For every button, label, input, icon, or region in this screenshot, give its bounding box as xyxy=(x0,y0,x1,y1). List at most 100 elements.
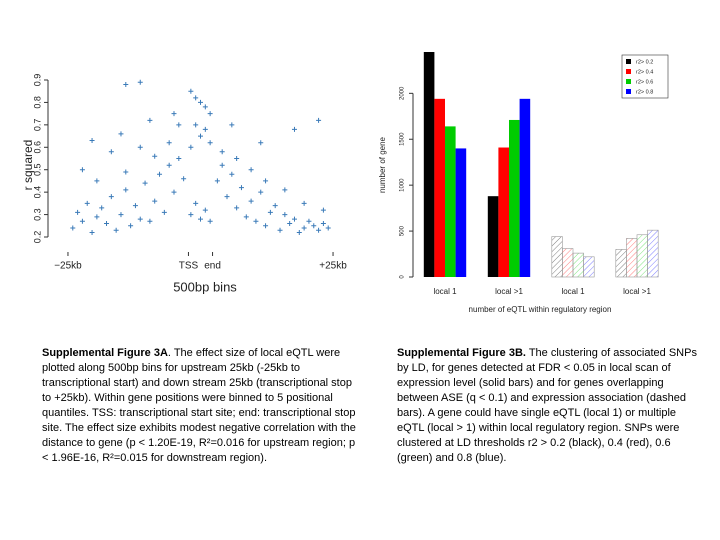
bar xyxy=(615,249,627,278)
x-axis-label: number of eQTL within regulatory region xyxy=(469,305,612,314)
y-tick-label: 0.3 xyxy=(32,208,42,221)
legend-label: r2> 0.2 xyxy=(636,59,653,65)
bar xyxy=(445,126,456,277)
point xyxy=(202,104,208,110)
point xyxy=(137,79,143,85)
y-tick-label: 1500 xyxy=(400,132,406,146)
bar xyxy=(562,248,574,278)
point xyxy=(306,218,312,224)
point xyxy=(188,144,194,150)
point xyxy=(320,221,326,227)
y-tick-label: 500 xyxy=(400,225,406,236)
y-tick-label: 2000 xyxy=(400,86,406,100)
point xyxy=(193,95,199,101)
point xyxy=(282,187,288,193)
point xyxy=(207,140,213,146)
bar xyxy=(647,229,659,278)
point xyxy=(171,111,177,117)
y-tick-label: 0.6 xyxy=(32,141,42,154)
point xyxy=(137,144,143,150)
y-tick-label: 0.8 xyxy=(32,96,42,109)
legend-swatch xyxy=(626,59,631,64)
point xyxy=(320,207,326,213)
bar xyxy=(626,238,638,278)
point xyxy=(198,99,203,105)
x-tick-label: +25kb xyxy=(319,261,347,272)
bar xyxy=(487,196,499,277)
point xyxy=(253,218,259,224)
point xyxy=(272,203,278,209)
point xyxy=(75,209,81,215)
point xyxy=(248,167,254,173)
caption: Supplemental Figure 3B. The clustering o… xyxy=(397,346,699,466)
x-tick-label: local 1 xyxy=(433,287,457,296)
point xyxy=(287,221,293,227)
point xyxy=(282,212,288,218)
point xyxy=(137,216,143,222)
bar xyxy=(509,119,520,277)
point xyxy=(277,227,283,233)
point xyxy=(243,214,249,220)
point xyxy=(229,122,235,128)
point xyxy=(188,212,194,218)
point xyxy=(316,117,322,123)
point xyxy=(171,189,177,195)
y-axis-label: r squared xyxy=(21,140,35,191)
point xyxy=(108,194,114,200)
point xyxy=(176,122,182,128)
point xyxy=(147,117,153,123)
point xyxy=(94,178,100,184)
x-tick-label: local 1 xyxy=(561,287,585,296)
x-tick-label: local >1 xyxy=(495,287,523,296)
bar xyxy=(519,98,531,277)
bar xyxy=(498,147,509,277)
point xyxy=(229,171,235,177)
point xyxy=(113,227,119,233)
caption-text: The clustering of associated SNPs by LD,… xyxy=(397,347,697,464)
point xyxy=(89,138,95,144)
point xyxy=(79,167,85,173)
point xyxy=(181,176,187,182)
point xyxy=(238,185,244,191)
x-tick-label: local >1 xyxy=(623,287,651,296)
point xyxy=(267,209,273,215)
point xyxy=(202,126,208,132)
point xyxy=(188,88,194,94)
y-tick-label: 0.4 xyxy=(32,186,42,199)
x-axis-label: 500bp bins xyxy=(173,279,237,294)
figure: 0.2 0.3 0.4 0.5 0.6 0.7 0.8 0.9 −25kb TSS end +25kb… xyxy=(21,52,669,314)
point xyxy=(176,156,182,161)
point xyxy=(258,189,264,195)
point xyxy=(263,223,269,229)
point xyxy=(325,225,331,231)
point xyxy=(118,212,124,218)
point xyxy=(207,111,213,117)
legend-swatch xyxy=(626,69,631,74)
bar xyxy=(551,236,563,278)
point xyxy=(214,178,220,184)
caption-text: . The effect size of local eQTL were plo… xyxy=(42,347,356,464)
caption-title: Supplemental Figure 3A xyxy=(42,347,168,359)
y-tick-label: 0.2 xyxy=(32,231,42,244)
point xyxy=(311,223,317,229)
y-tick-label: 0.7 xyxy=(32,119,42,132)
legend-label: r2> 0.6 xyxy=(636,79,653,85)
point xyxy=(193,122,199,128)
point xyxy=(193,200,199,206)
point xyxy=(128,223,134,229)
point xyxy=(152,153,158,159)
point xyxy=(219,149,225,155)
point xyxy=(224,194,230,200)
point xyxy=(152,198,158,204)
caption-title: Supplemental Figure 3B. xyxy=(397,347,526,359)
point xyxy=(123,187,129,193)
point xyxy=(248,198,254,204)
point xyxy=(89,230,95,236)
point xyxy=(157,171,163,177)
legend-swatch xyxy=(626,79,631,84)
point xyxy=(263,178,269,184)
y-tick-label: 0.9 xyxy=(32,74,42,87)
point xyxy=(79,218,85,224)
caption: Supplemental Figure 3A. The effect size … xyxy=(42,346,360,466)
